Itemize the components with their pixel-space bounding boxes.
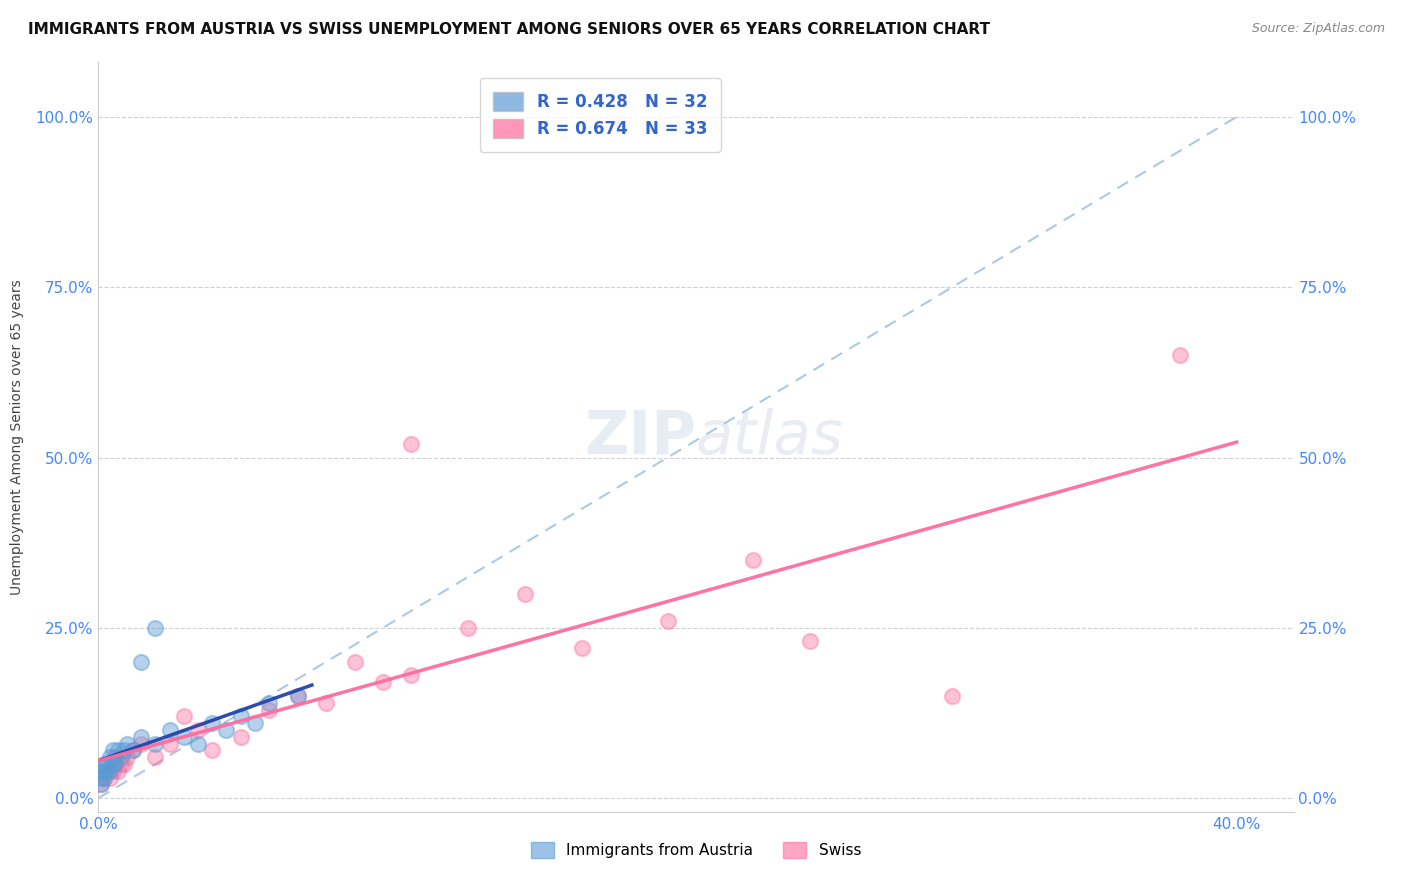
Text: ZIP: ZIP bbox=[583, 408, 696, 467]
Point bbox=[129, 655, 152, 669]
Point bbox=[159, 723, 181, 737]
Point bbox=[98, 750, 121, 764]
Point bbox=[107, 743, 129, 757]
Point bbox=[143, 621, 166, 635]
Point bbox=[115, 750, 138, 764]
Point bbox=[90, 777, 112, 791]
Point bbox=[101, 743, 124, 757]
Point bbox=[799, 634, 821, 648]
Point bbox=[104, 757, 127, 772]
Point bbox=[104, 750, 127, 764]
Text: IMMIGRANTS FROM AUSTRIA VS SWISS UNEMPLOYMENT AMONG SENIORS OVER 65 YEARS CORREL: IMMIGRANTS FROM AUSTRIA VS SWISS UNEMPLO… bbox=[28, 22, 990, 37]
Point bbox=[173, 709, 195, 723]
Point bbox=[98, 764, 121, 778]
Point bbox=[571, 641, 593, 656]
Point bbox=[401, 437, 423, 451]
Point bbox=[315, 696, 337, 710]
Point bbox=[457, 621, 479, 635]
Point bbox=[287, 689, 309, 703]
Point bbox=[657, 614, 679, 628]
Point bbox=[115, 737, 138, 751]
Point bbox=[107, 764, 129, 778]
Point bbox=[343, 655, 366, 669]
Point bbox=[741, 552, 763, 566]
Point bbox=[257, 696, 280, 710]
Point bbox=[515, 587, 537, 601]
Point bbox=[93, 764, 115, 778]
Point bbox=[121, 743, 143, 757]
Point bbox=[96, 764, 118, 778]
Point bbox=[229, 709, 252, 723]
Point bbox=[229, 730, 252, 744]
Point bbox=[143, 750, 166, 764]
Text: atlas: atlas bbox=[696, 408, 844, 467]
Point bbox=[201, 743, 224, 757]
Point bbox=[129, 730, 152, 744]
Point bbox=[129, 737, 152, 751]
Point bbox=[90, 771, 112, 785]
Point bbox=[1168, 348, 1191, 362]
Point bbox=[104, 757, 127, 772]
Point bbox=[110, 750, 132, 764]
Point bbox=[96, 764, 118, 778]
Point bbox=[93, 771, 115, 785]
Point bbox=[187, 723, 209, 737]
Point bbox=[110, 757, 132, 772]
Point bbox=[243, 716, 266, 731]
Point bbox=[98, 771, 121, 785]
Point bbox=[159, 737, 181, 751]
Point bbox=[96, 757, 118, 772]
Text: Source: ZipAtlas.com: Source: ZipAtlas.com bbox=[1251, 22, 1385, 36]
Point bbox=[941, 689, 963, 703]
Point bbox=[201, 716, 224, 731]
Legend: Immigrants from Austria, Swiss: Immigrants from Austria, Swiss bbox=[524, 836, 868, 864]
Point bbox=[112, 757, 135, 772]
Y-axis label: Unemployment Among Seniors over 65 years: Unemployment Among Seniors over 65 years bbox=[10, 279, 24, 595]
Point bbox=[90, 764, 112, 778]
Point bbox=[371, 675, 394, 690]
Point bbox=[173, 730, 195, 744]
Point bbox=[287, 689, 309, 703]
Point bbox=[143, 737, 166, 751]
Point bbox=[101, 757, 124, 772]
Point bbox=[93, 757, 115, 772]
Point bbox=[187, 737, 209, 751]
Point bbox=[112, 743, 135, 757]
Point bbox=[93, 771, 115, 785]
Point bbox=[101, 764, 124, 778]
Point bbox=[90, 777, 112, 791]
Point bbox=[257, 702, 280, 716]
Point bbox=[401, 668, 423, 682]
Point bbox=[215, 723, 238, 737]
Point bbox=[121, 743, 143, 757]
